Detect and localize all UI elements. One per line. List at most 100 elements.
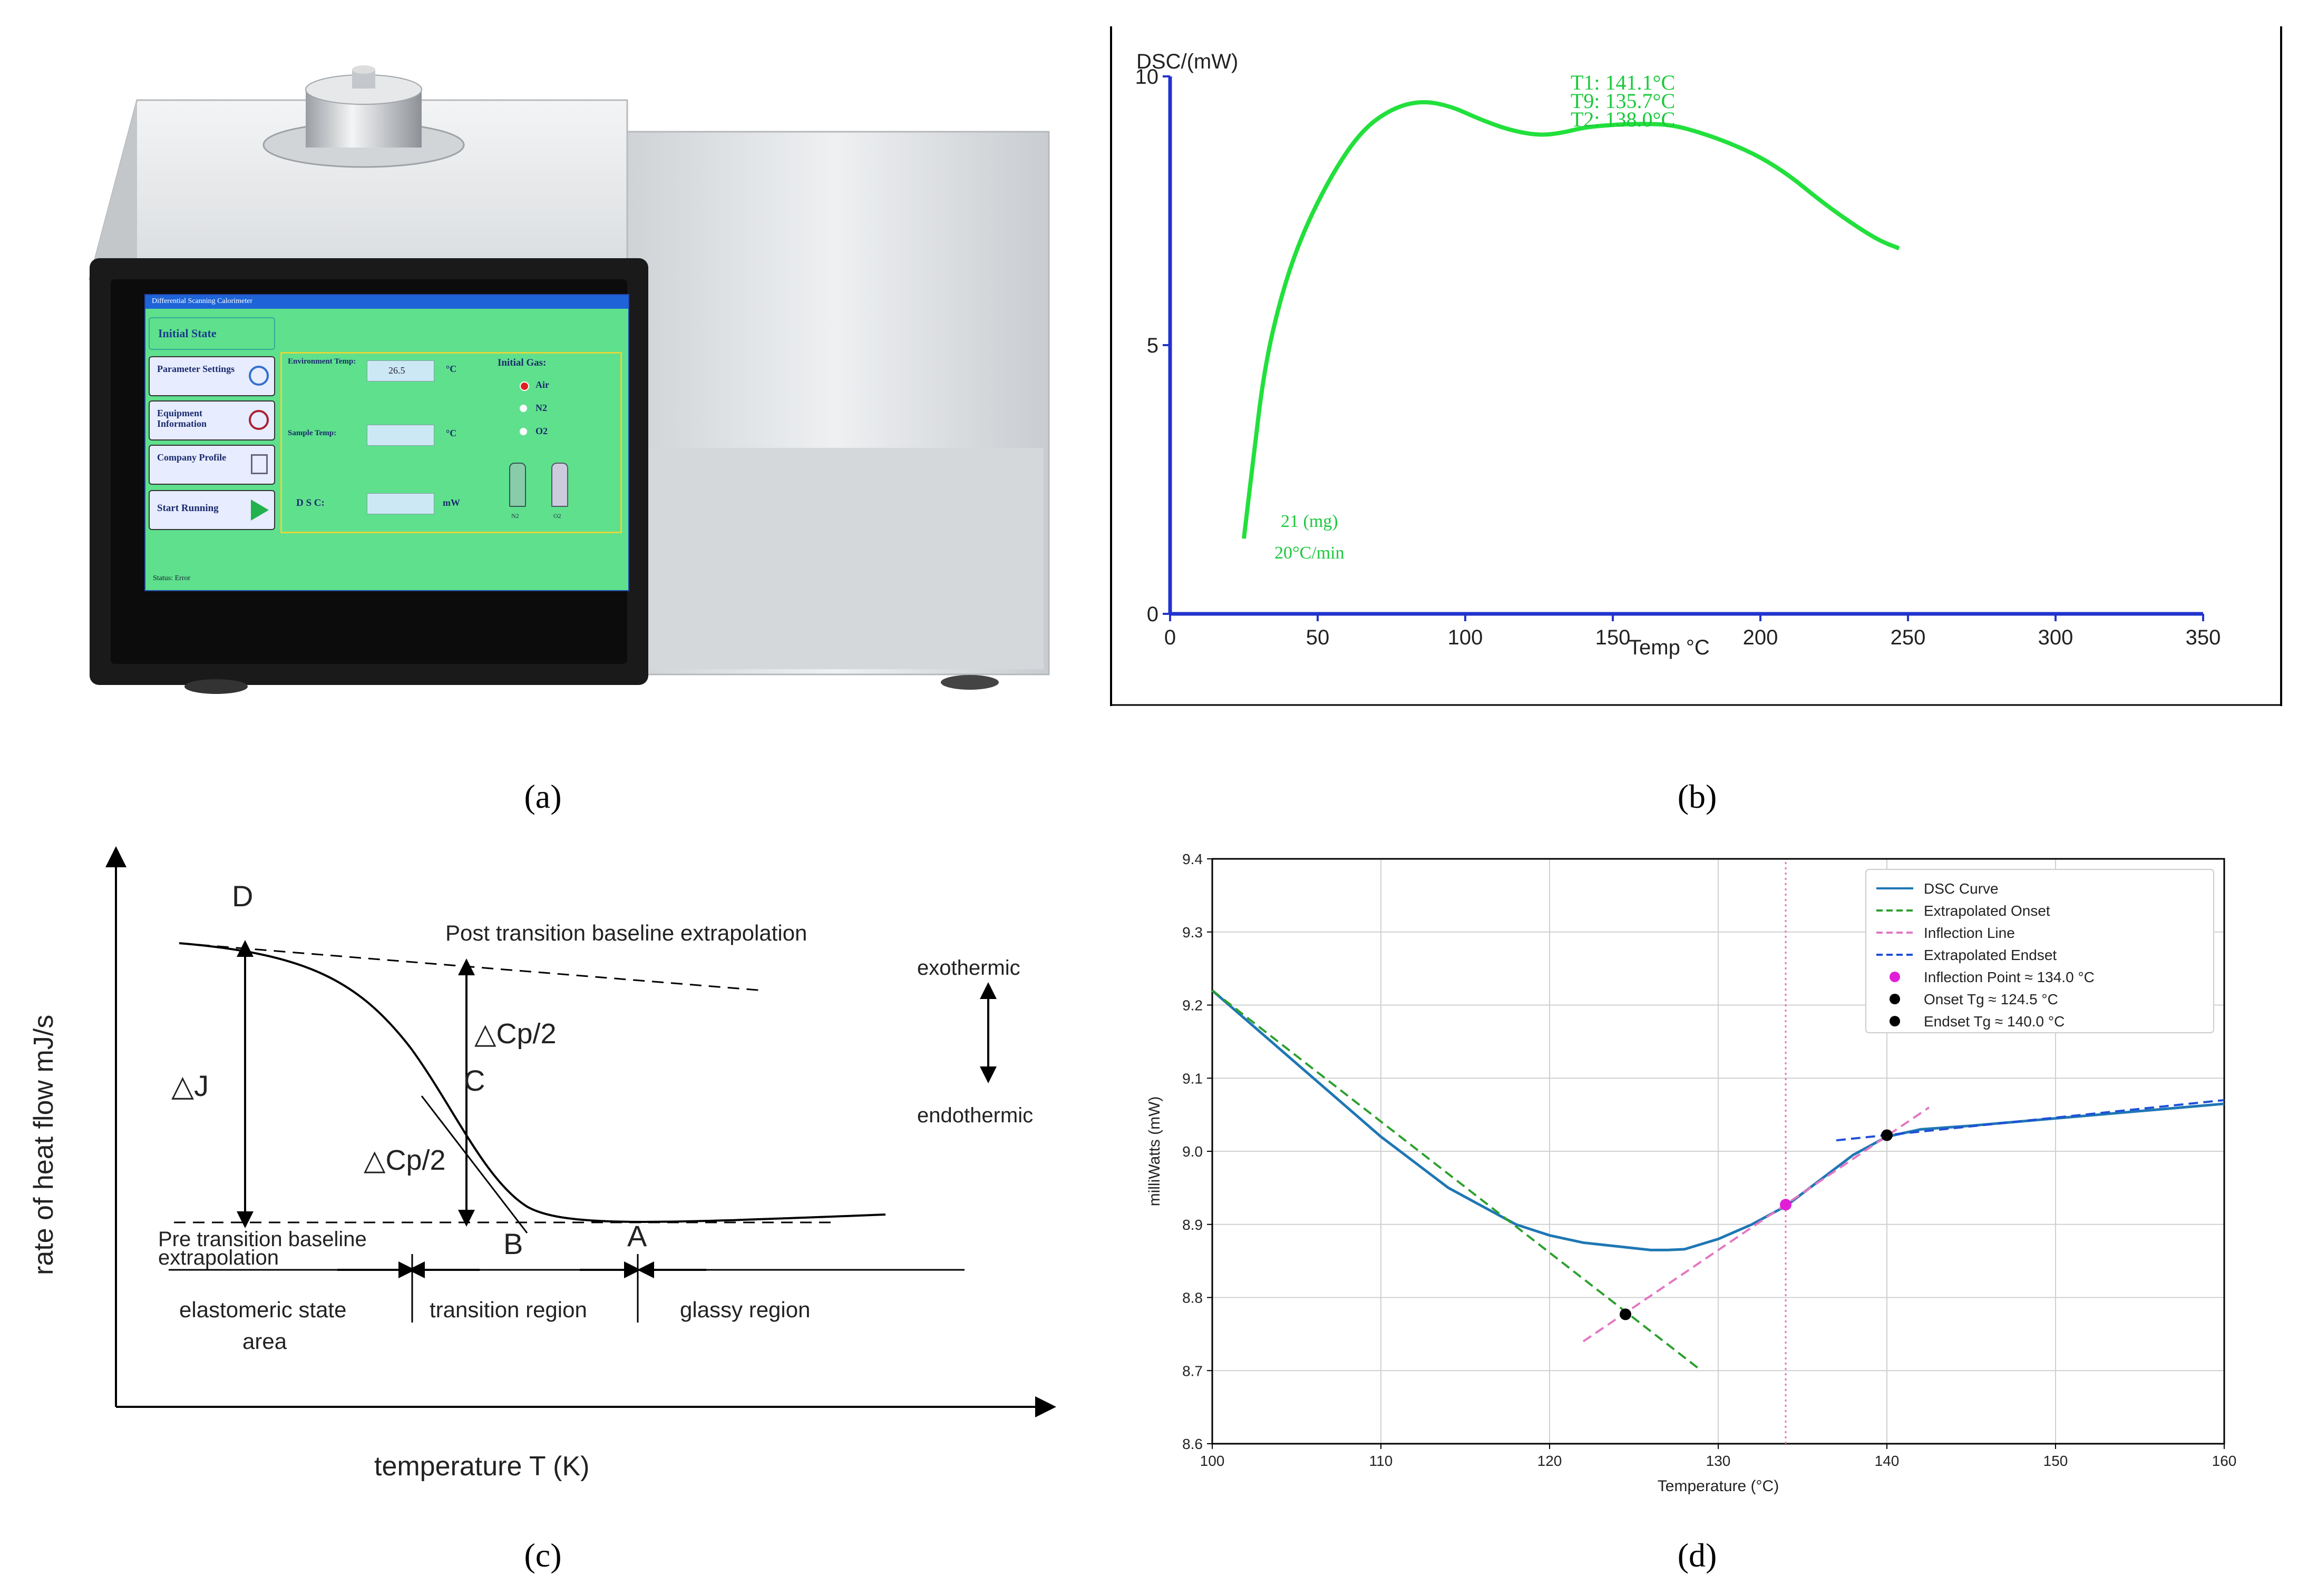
legend-label: Inflection Point ≈ 134.0 °C (1924, 969, 2095, 985)
label-delta-cp-top: △Cp/2 (474, 1018, 557, 1050)
legend-marker (1890, 1016, 1900, 1026)
x-tick-label: 350 (2186, 626, 2221, 649)
panel-c-schematic: rate of heat flow mJ/s temperature T (K)… (21, 822, 1096, 1507)
y-tick-label: 9.4 (1182, 851, 1203, 867)
inflection-line-line (1582, 1107, 1930, 1343)
menu-label: Parameter Settings (157, 364, 235, 374)
env-temp-value: 26.5 (388, 365, 405, 376)
x-tick-label: 300 (2038, 626, 2073, 649)
y-tick-label: 8.7 (1182, 1363, 1203, 1379)
y-tick-label: 9.1 (1182, 1070, 1203, 1086)
gas-title: Initial Gas: (498, 357, 547, 368)
caption-b: (b) (1677, 778, 1717, 815)
gas-bottle-icon (509, 463, 526, 507)
dsc-label: D S C: (296, 497, 325, 508)
y-tick-label: 0 (1147, 603, 1158, 626)
menu-item-parameter-settings[interactable]: Parameter Settings (149, 356, 275, 396)
play-icon (251, 500, 269, 521)
annotation-t9: T9: 135.7°C (1571, 89, 1675, 113)
annotation-mass: 21 (mg) (1281, 512, 1338, 531)
label-a: A (627, 1219, 647, 1252)
label-c: C (464, 1064, 485, 1097)
env-temp-field[interactable]: 26.5 (367, 360, 434, 381)
y-tick-label: 10 (1135, 65, 1159, 89)
dsc-field[interactable] (367, 493, 434, 514)
gas-radio-air[interactable] (520, 381, 529, 391)
y-tick-label: 5 (1147, 334, 1158, 357)
menu-label: Equipment Information (157, 408, 207, 429)
gas-radio-o2[interactable] (520, 428, 527, 435)
gas-label-n2: N2 (535, 403, 547, 413)
status-text: Status: Error (153, 574, 191, 582)
legend-marker (1890, 994, 1900, 1004)
x-tick-label: 50 (1306, 626, 1330, 649)
panel-a-instrument: Differential Scanning Calorimeter Initia… (32, 58, 1096, 706)
menu-label: Start Running (157, 503, 219, 514)
gas-radio-n2[interactable] (520, 405, 527, 412)
extrapolated-endset-line (1836, 1099, 2225, 1142)
env-temp-unit: °C (446, 364, 457, 374)
gas-label-o2: O2 (535, 426, 548, 436)
sample-temp-unit: °C (446, 428, 457, 438)
legend-label: Extrapolated Onset (1924, 903, 2050, 919)
label-b: B (503, 1227, 523, 1260)
d-x-axis-label: Temperature (°C) (1658, 1477, 1779, 1495)
menu-item-company-profile[interactable]: Company Profile (149, 445, 275, 485)
label-delta-j: △J (171, 1069, 209, 1102)
panel-b-dsc-chart: 0 50 100 150 200 250 300 350 0 5 10 DSC/(mW) Temp … (1107, 26, 2287, 706)
annotation-t2: T2: 138.0°C (1571, 107, 1675, 131)
dsc-curve (1242, 100, 1900, 539)
legend-marker (1890, 972, 1900, 982)
legend-label: Endset Tg ≈ 140.0 °C (1924, 1013, 2065, 1030)
gas-bottle-icon (551, 463, 568, 507)
sample-temp-field[interactable] (367, 425, 434, 446)
label-endothermic: endothermic (917, 1104, 1033, 1127)
gas-bottle-label-n2: N2 (511, 512, 519, 520)
x-tick-label: 150 (2043, 1453, 2068, 1469)
screen-title: Differential Scanning Calorimeter (152, 297, 253, 305)
gas-label-air: Air (535, 379, 549, 390)
y-tick-label: 9.3 (1182, 924, 1203, 941)
menu-item-initial-state[interactable]: Initial State (149, 317, 275, 350)
d-y-axis-label: milliWatts (mW) (1146, 1096, 1163, 1207)
annotation-rate: 20°C/min (1274, 543, 1345, 563)
y-tick-label: 8.9 (1182, 1217, 1203, 1233)
post-baseline (179, 942, 765, 992)
legend-label: Inflection Line (1924, 925, 2015, 941)
menu-item-start-running[interactable]: Start Running (149, 490, 275, 530)
document-icon (251, 454, 268, 474)
onset-tg-marker (1620, 1308, 1631, 1320)
thermometer-icon (249, 410, 269, 430)
annotation-t1: T1: 141.1°C (1571, 71, 1675, 94)
menu-item-equipment-information[interactable]: Equipment Information (149, 400, 275, 440)
x-tick-label: 100 (1448, 626, 1483, 649)
chart-d-svg: 100 110 120 130 140 150 160 8.6 8.7 8.8 8.9 9.0 9.1 9… (1146, 851, 2237, 1495)
x-tick-label: 250 (1891, 626, 1926, 649)
label-glassy-region: glassy region (680, 1297, 810, 1322)
label-pre-baseline-1: Pre transition baseline (158, 1228, 367, 1251)
legend-label: DSC Curve (1924, 880, 1999, 897)
x-axis-label: Temp °C (1629, 636, 1710, 659)
menu-label: Company Profile (157, 452, 227, 463)
c-x-axis-label: temperature T (K) (374, 1451, 589, 1482)
endset-tg-marker (1881, 1129, 1893, 1141)
x-tick-label: 160 (2212, 1453, 2237, 1469)
x-tick-label: 140 (1875, 1453, 1900, 1469)
screen-content-box (280, 352, 622, 533)
x-tick-label: 130 (1706, 1453, 1731, 1469)
x-tick-label: 110 (1369, 1453, 1393, 1469)
label-transition-region: transition region (430, 1297, 587, 1322)
dsc-unit: mW (443, 497, 460, 508)
x-tick-label: 100 (1200, 1453, 1225, 1469)
inflection-point-marker (1780, 1199, 1791, 1211)
label-d: D (232, 879, 253, 913)
label-pre-baseline-2: extrapolation (158, 1246, 279, 1269)
label-delta-cp-bottom: △Cp/2 (364, 1144, 446, 1176)
c-y-axis-label: rate of heat flow mJ/s (28, 1015, 59, 1275)
legend-label: Extrapolated Endset (1924, 947, 2057, 963)
screen-header (145, 295, 628, 309)
y-tick-label: 9.0 (1182, 1143, 1203, 1160)
x-tick-label: 200 (1743, 626, 1778, 649)
y-axis-label: DSC/(mW) (1136, 50, 1238, 73)
gear-icon (249, 366, 269, 386)
